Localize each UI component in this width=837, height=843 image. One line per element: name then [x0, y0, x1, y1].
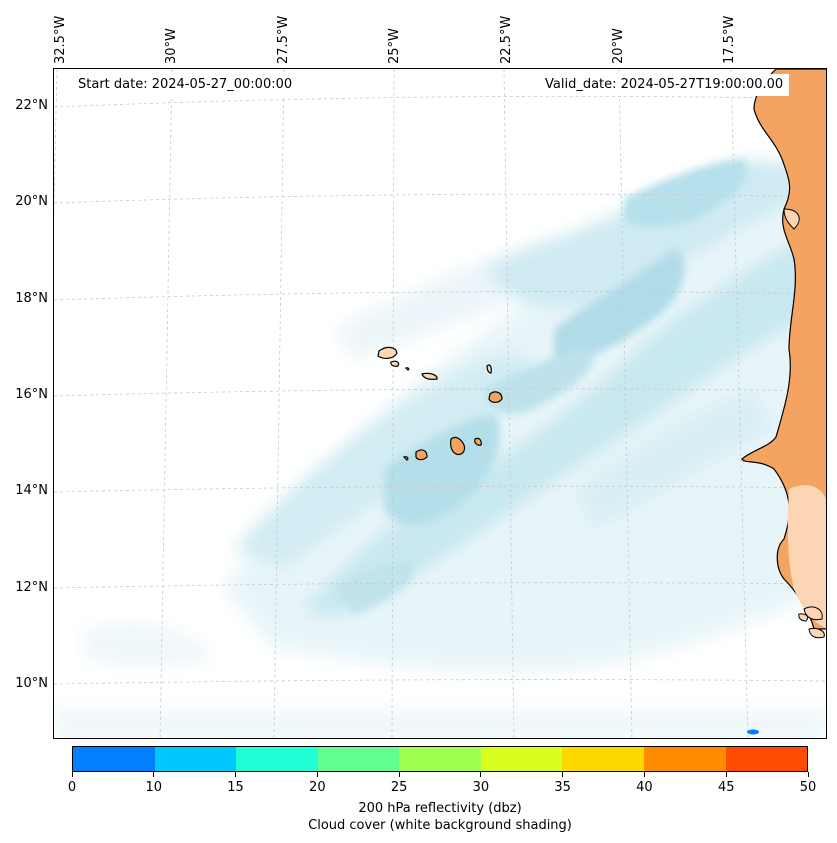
- colorbar-tick-mark: [480, 772, 482, 777]
- colorbar-segment-7: [643, 747, 726, 771]
- colorbar-tick-label: 50: [799, 780, 817, 795]
- colorbar-tick-label: 35: [554, 780, 571, 795]
- lon-label-30: 30°W: [164, 28, 179, 64]
- map-canvas: [54, 69, 826, 738]
- colorbar-segment-8: [725, 747, 808, 771]
- lon-label-22-5: 22.5°W: [499, 15, 514, 64]
- colorbar-tick-mark: [807, 772, 809, 777]
- africa-land: [741, 69, 826, 639]
- lat-label-22: 22°N: [15, 98, 48, 113]
- colorbar-segment-6: [562, 747, 644, 771]
- colorbar-segment-2: [236, 747, 318, 771]
- colorbar-tick-mark: [398, 772, 400, 777]
- colorbar-tick-label: 30: [472, 780, 490, 795]
- colorbar-label: 200 hPa reflectivity (dbz): [358, 801, 522, 816]
- cape-verde-islands: [377, 346, 503, 461]
- lat-label-14: 14°N: [15, 483, 48, 498]
- lat-label-18: 18°N: [15, 291, 48, 306]
- colorbar-segment-3: [317, 747, 400, 771]
- colorbar-tick-label: 0: [67, 780, 77, 795]
- colorbar-segment-1: [154, 747, 237, 771]
- colorbar-tick-label: 25: [390, 780, 408, 795]
- lon-label-20: 20°W: [611, 28, 626, 64]
- colorbar-segment-5: [480, 747, 563, 771]
- cloud-cover-dense: [334, 159, 747, 614]
- colorbar-tick-mark: [725, 772, 727, 777]
- lat-label-16: 16°N: [15, 387, 48, 402]
- colorbar-tick-mark: [316, 772, 318, 777]
- reflectivity-patch: [747, 729, 759, 735]
- cloud-cover-mid: [234, 160, 826, 616]
- lon-label-17-5: 17.5°W: [722, 15, 737, 64]
- colorbar-tick-label: 45: [717, 780, 735, 795]
- colorbar-tick-mark: [153, 772, 155, 777]
- colorbar-tick-mark: [643, 772, 645, 777]
- colorbar-tick-mark: [71, 772, 73, 777]
- lat-label-20: 20°N: [15, 194, 48, 209]
- colorbar-sublabel: Cloud cover (white background shading): [308, 818, 572, 833]
- lat-label-10: 10°N: [15, 676, 48, 691]
- colorbar-tick-mark: [562, 772, 564, 777]
- map-panel: [53, 68, 827, 739]
- colorbar-segment-0: [73, 747, 155, 771]
- graticule: [54, 69, 826, 738]
- colorbar: [72, 746, 808, 772]
- colorbar-tick-label: 20: [309, 780, 326, 795]
- lon-label-27-5: 27.5°W: [276, 15, 291, 64]
- colorbar-tick-mark: [235, 772, 237, 777]
- lon-label-32-5: 32.5°W: [53, 15, 68, 64]
- colorbar-tick-label: 15: [227, 780, 244, 795]
- start-date-label: Start date: 2024-05-27_00:00:00: [72, 74, 299, 96]
- lat-label-12: 12°N: [15, 580, 48, 595]
- colorbar-tick-label: 40: [636, 780, 653, 795]
- colorbar-tick-label: 10: [145, 780, 163, 795]
- lon-label-25: 25°W: [387, 28, 402, 64]
- colorbar-segment-4: [399, 747, 481, 771]
- valid-date-label: Valid_date: 2024-05-27T19:00:00.00: [539, 74, 790, 96]
